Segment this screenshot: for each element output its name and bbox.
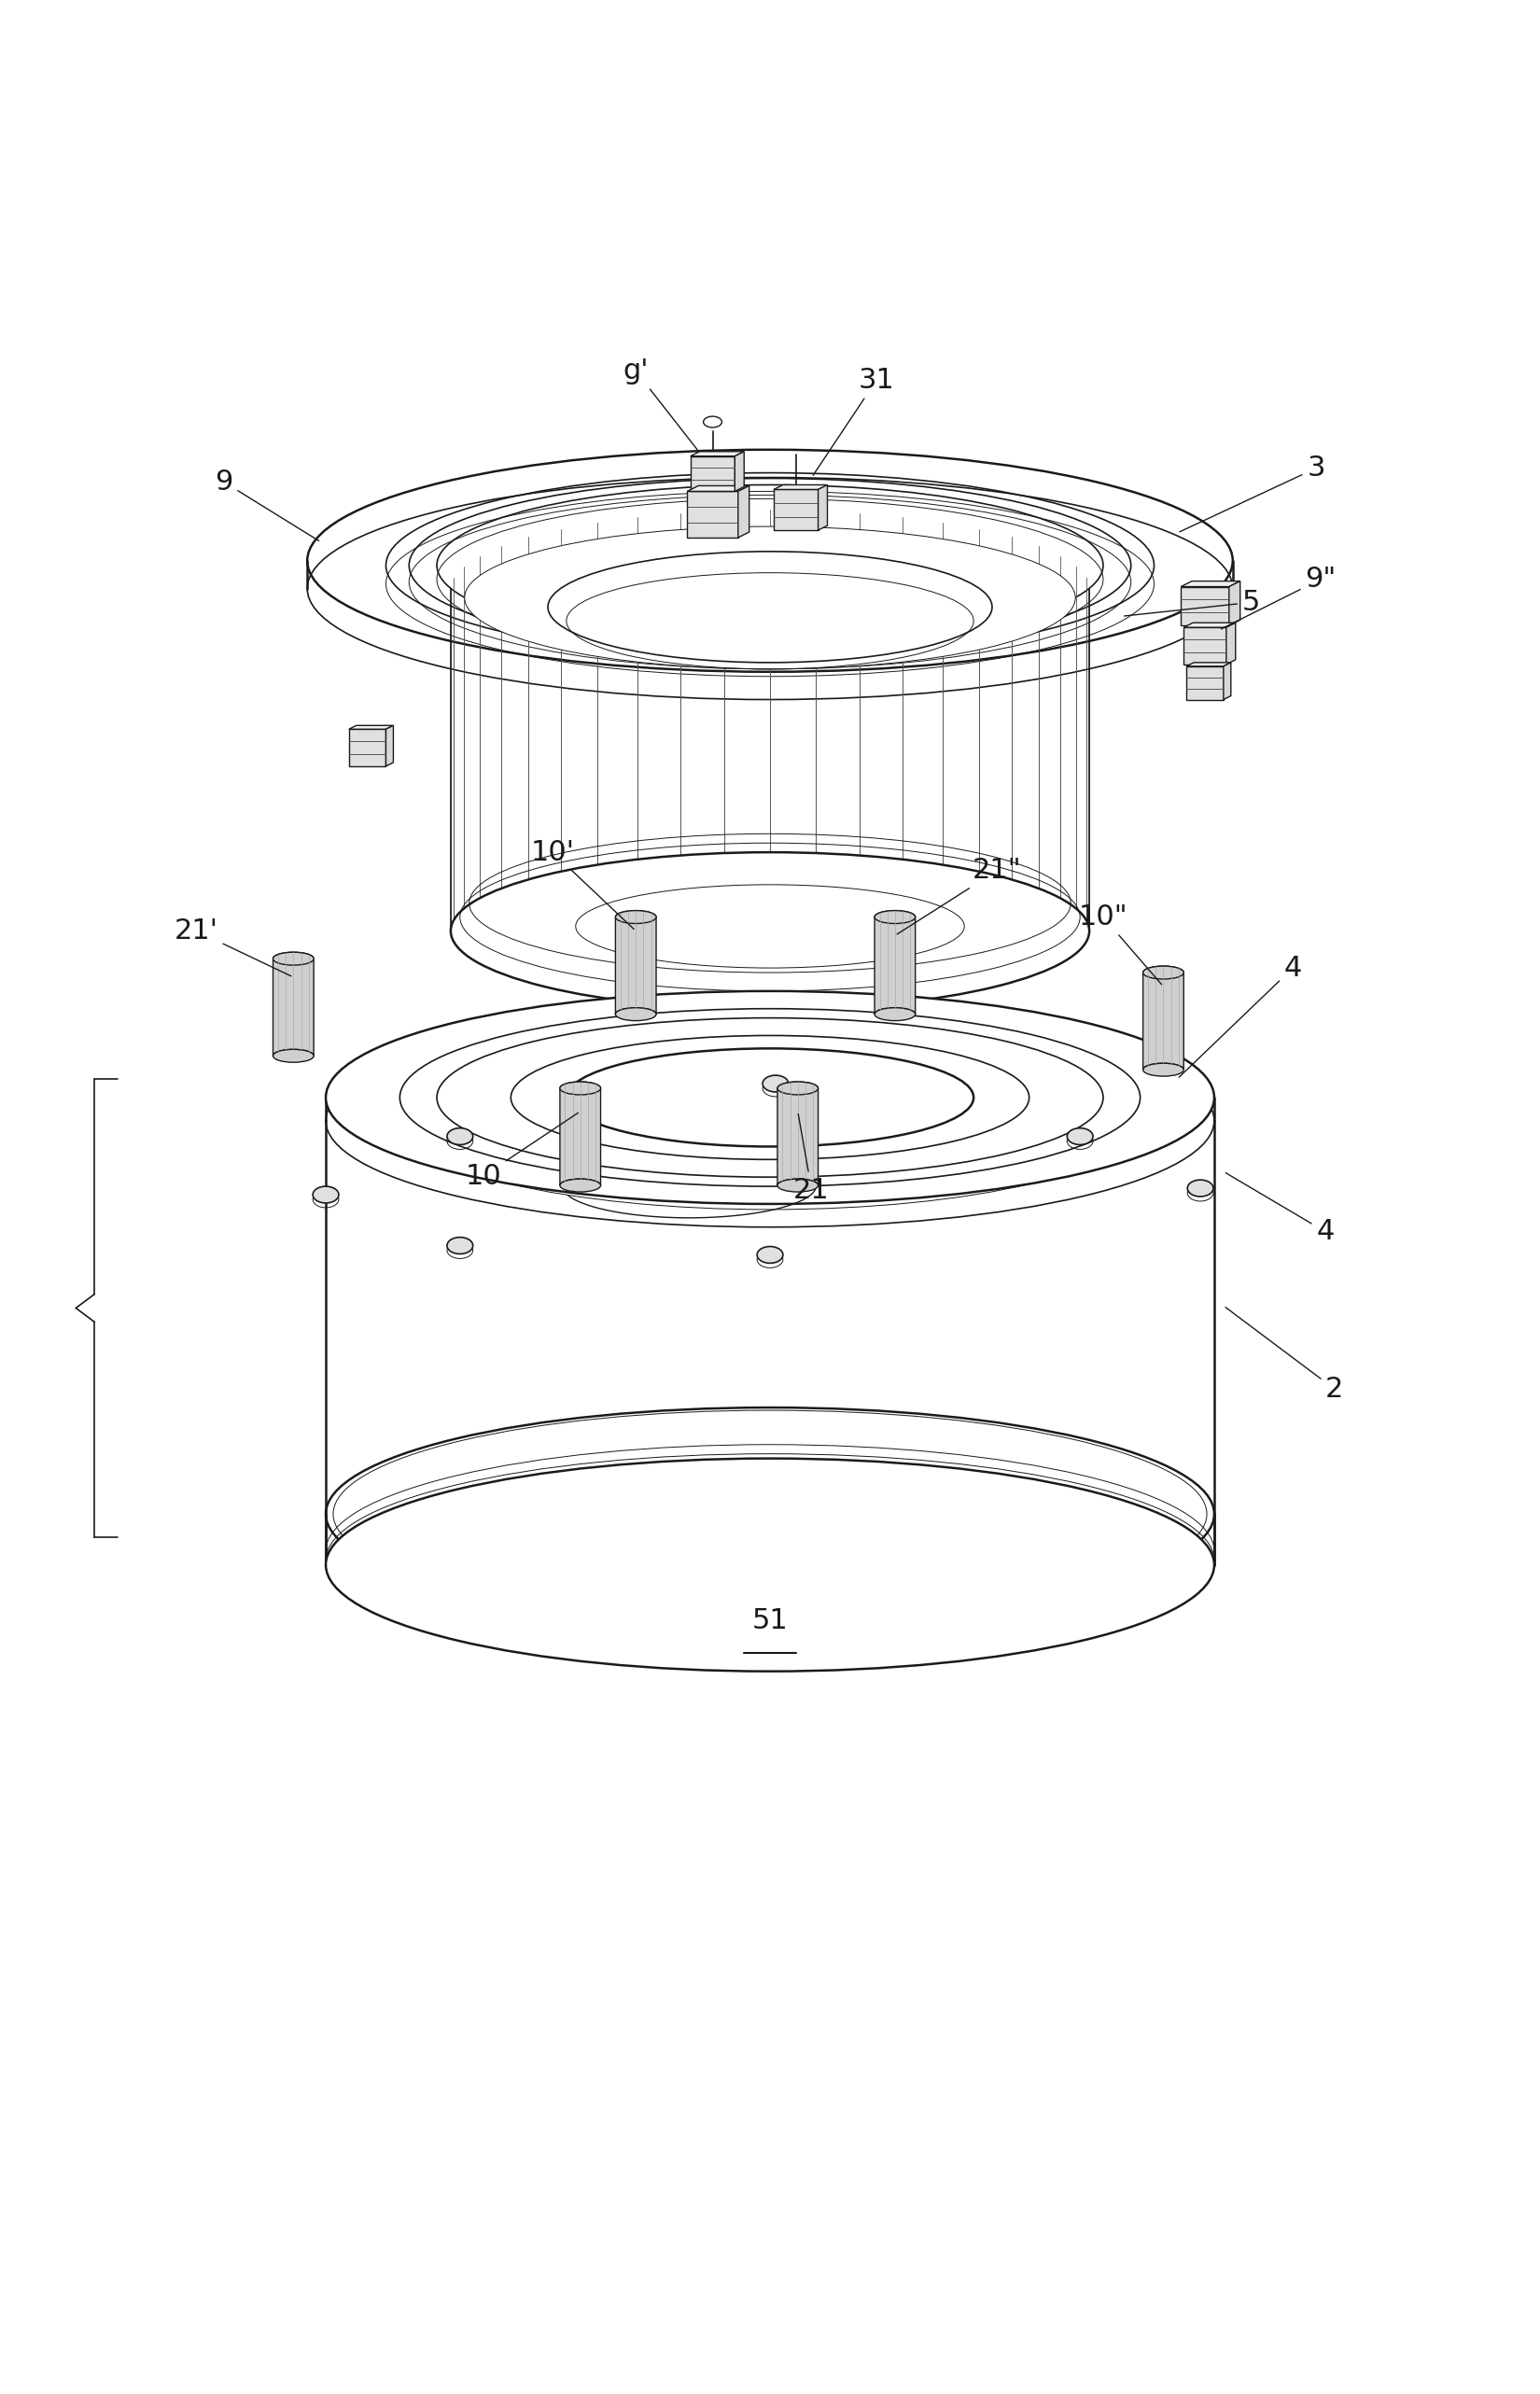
Polygon shape <box>687 491 738 539</box>
Ellipse shape <box>326 1408 1214 1621</box>
Polygon shape <box>738 486 748 539</box>
Ellipse shape <box>326 1458 1214 1671</box>
Ellipse shape <box>447 1238 473 1254</box>
Ellipse shape <box>447 1128 473 1144</box>
Polygon shape <box>735 452 744 491</box>
Ellipse shape <box>465 527 1075 668</box>
Polygon shape <box>1184 622 1235 627</box>
Text: 10': 10' <box>531 838 634 929</box>
Polygon shape <box>1223 663 1230 699</box>
Polygon shape <box>773 486 827 488</box>
Polygon shape <box>1143 967 1184 1070</box>
Text: 4: 4 <box>1180 955 1301 1077</box>
Ellipse shape <box>616 1008 656 1020</box>
Polygon shape <box>1186 666 1223 699</box>
Text: 21: 21 <box>793 1113 830 1204</box>
Ellipse shape <box>1187 1180 1214 1197</box>
Polygon shape <box>818 486 827 529</box>
Ellipse shape <box>758 1247 782 1264</box>
Polygon shape <box>875 910 915 1015</box>
Polygon shape <box>773 488 818 529</box>
Ellipse shape <box>1143 1063 1184 1077</box>
Text: 21': 21' <box>174 917 291 977</box>
Ellipse shape <box>1143 967 1184 979</box>
Ellipse shape <box>511 1037 1029 1159</box>
Polygon shape <box>561 1082 601 1185</box>
Polygon shape <box>778 1082 818 1185</box>
Ellipse shape <box>875 910 915 924</box>
Polygon shape <box>387 725 393 766</box>
Text: 9: 9 <box>216 469 319 541</box>
Text: 31: 31 <box>813 366 895 476</box>
Ellipse shape <box>616 910 656 924</box>
Polygon shape <box>1184 627 1226 666</box>
Ellipse shape <box>567 1049 973 1147</box>
Ellipse shape <box>762 1075 788 1092</box>
Ellipse shape <box>548 551 992 663</box>
Ellipse shape <box>400 1008 1140 1187</box>
Ellipse shape <box>576 886 964 967</box>
Text: 10: 10 <box>465 1113 578 1190</box>
Ellipse shape <box>561 1178 601 1192</box>
Polygon shape <box>350 725 393 730</box>
Polygon shape <box>1181 582 1240 587</box>
Ellipse shape <box>875 1008 915 1020</box>
Ellipse shape <box>273 1049 314 1063</box>
Polygon shape <box>1186 663 1230 666</box>
Text: 2: 2 <box>1226 1307 1343 1403</box>
Text: g': g' <box>624 357 698 450</box>
Polygon shape <box>687 486 748 491</box>
Text: 10": 10" <box>1078 903 1161 984</box>
Polygon shape <box>690 457 735 491</box>
Polygon shape <box>273 953 314 1056</box>
Polygon shape <box>1181 587 1229 625</box>
Text: 9": 9" <box>1221 565 1337 630</box>
Ellipse shape <box>1067 1128 1093 1144</box>
Text: 3: 3 <box>1180 455 1324 531</box>
Ellipse shape <box>561 1082 601 1094</box>
Text: 5: 5 <box>1124 589 1260 615</box>
Text: 4: 4 <box>1226 1173 1334 1245</box>
Polygon shape <box>350 730 387 766</box>
Ellipse shape <box>437 1017 1103 1178</box>
Text: 51: 51 <box>752 1606 788 1635</box>
Polygon shape <box>616 910 656 1015</box>
Polygon shape <box>1226 622 1235 666</box>
Ellipse shape <box>313 1187 339 1204</box>
Text: 21": 21" <box>898 857 1021 934</box>
Ellipse shape <box>778 1082 818 1094</box>
Ellipse shape <box>326 991 1214 1204</box>
Ellipse shape <box>451 852 1089 1010</box>
Ellipse shape <box>778 1178 818 1192</box>
Ellipse shape <box>273 953 314 965</box>
Polygon shape <box>1229 582 1240 625</box>
Polygon shape <box>690 452 744 457</box>
